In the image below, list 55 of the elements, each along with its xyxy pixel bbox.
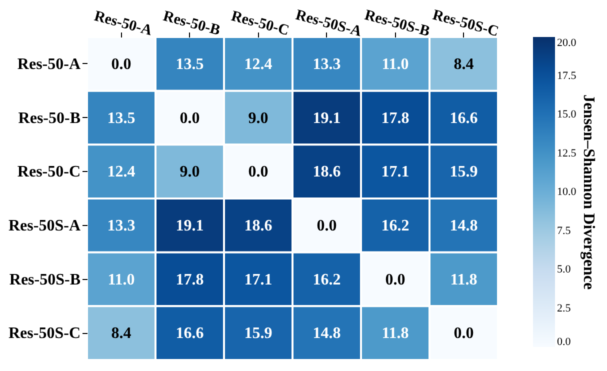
- color-bar-label: 0.0: [557, 336, 572, 348]
- color-bar-label: 12.5: [557, 147, 577, 160]
- data-label: 0.0: [454, 325, 474, 342]
- data-label: 11.0: [108, 271, 135, 288]
- color-bar-title: Jensen–Shannon Divergence: [580, 94, 597, 290]
- data-label: 13.5: [107, 110, 136, 127]
- y-tick-label: Res-50S-C: [8, 325, 80, 342]
- data-label: 13.3: [107, 217, 136, 234]
- data-label: 16.2: [381, 217, 410, 234]
- data-label: 16.6: [450, 110, 478, 127]
- data-label: 11.0: [382, 56, 409, 73]
- y-tick-label: Res-50S-B: [9, 271, 81, 288]
- color-bar-label: 5.0: [557, 264, 572, 276]
- y-tick-label: Res-50S-A: [8, 217, 81, 234]
- data-label: 9.0: [248, 110, 268, 127]
- data-label: 16.2: [312, 271, 341, 288]
- data-label: 18.6: [244, 217, 272, 234]
- data-label: 17.8: [176, 271, 204, 288]
- data-label: 17.8: [381, 110, 410, 127]
- data-label: 14.8: [450, 217, 478, 234]
- color-bar-label: 20.0: [557, 37, 577, 49]
- data-label: 0.0: [180, 110, 200, 127]
- color-bar-label: 17.5: [557, 70, 577, 82]
- data-label: 8.4: [111, 325, 132, 342]
- x-tick-label: Res-50-B: [161, 8, 222, 40]
- data-label: 8.4: [454, 56, 474, 73]
- data-label: 15.9: [244, 325, 272, 342]
- color-bar-label: 15.0: [557, 108, 577, 120]
- data-label: 17.1: [381, 164, 410, 181]
- y-tick-label: Res-50-B: [18, 110, 81, 127]
- data-label: 16.6: [176, 325, 204, 342]
- data-label: 12.4: [107, 164, 136, 181]
- data-label: 14.8: [312, 325, 341, 342]
- data-label: 19.1: [312, 110, 341, 127]
- data-label: 11.8: [382, 325, 409, 342]
- data-label: 0.0: [111, 56, 132, 73]
- data-label: 17.1: [244, 271, 272, 288]
- data-label: 15.9: [450, 164, 478, 181]
- data-label: 11.8: [450, 271, 478, 288]
- data-label: 19.1: [176, 217, 204, 234]
- data-label: 0.0: [385, 271, 406, 288]
- y-tick-label: Res-50-C: [17, 164, 80, 181]
- color-bar-label: 2.5: [557, 302, 572, 314]
- data-label: 0.0: [248, 164, 268, 181]
- data-label: 12.4: [244, 56, 272, 73]
- data-label: 13.3: [312, 56, 341, 73]
- x-tick-label: Res-50-C: [229, 8, 291, 40]
- data-label: 18.6: [312, 164, 341, 181]
- x-tick-label: Res-50-A: [92, 8, 154, 40]
- color-bar-label: 7.5: [557, 224, 572, 237]
- color-bar-label: 10.0: [557, 186, 577, 198]
- data-label: 9.0: [180, 164, 200, 181]
- data-label: 13.5: [176, 56, 204, 73]
- data-label: 0.0: [316, 217, 337, 234]
- y-tick-label: Res-50-A: [17, 56, 81, 73]
